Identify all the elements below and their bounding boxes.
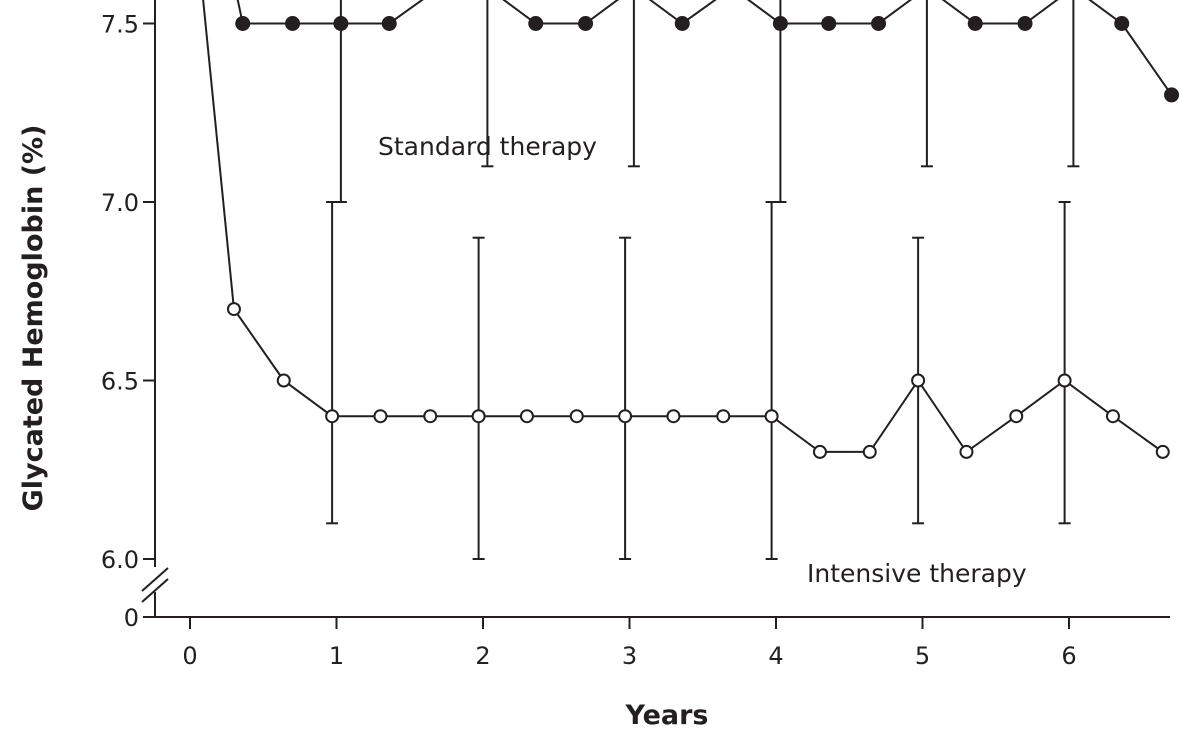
data-point-intensive [911,373,926,388]
data-point-standard [871,16,887,31]
data-point-standard [528,16,544,31]
data-point-standard [967,16,983,31]
series-line-intensive [202,0,1164,454]
x-axis-title: Years [625,700,709,731]
x-tick-label: 6 [1061,642,1076,670]
data-point-intensive [226,302,241,317]
data-point-standard [1164,87,1180,103]
data-point-intensive [959,444,974,459]
series-label-standard: Standard therapy [378,132,597,161]
data-point-intensive [1057,373,1072,388]
data-point-standard [674,16,690,31]
data-point-intensive [325,409,340,424]
y-tick-label: 6.5 [101,368,139,396]
data-point-intensive [666,409,681,424]
data-point-standard [772,16,788,31]
data-point-intensive [1155,444,1170,459]
error-bars [326,0,1080,560]
series-line-standard [236,0,1173,96]
x-tick-label: 3 [622,642,637,670]
data-point-intensive [1009,409,1024,424]
x-tick-label: 5 [915,642,930,670]
data-point-standard [333,16,349,31]
data-point-standard [821,16,837,31]
data-point-standard [1114,16,1130,31]
data-point-intensive [764,409,779,424]
series-label-intensive: Intensive therapy [807,559,1027,588]
data-point-standard [285,16,301,31]
x-tick-label: 2 [475,642,490,670]
y-tick-label: 6.0 [101,546,139,574]
data-point-intensive [471,409,486,424]
y-tick-label: 7.5 [101,11,139,39]
data-point-intensive [618,409,633,424]
x-tick-label: 4 [768,642,783,670]
axis-break-mark [141,567,169,592]
data-point-standard [235,16,251,31]
data-point-standard [381,16,397,31]
data-point-intensive [569,409,584,424]
data-point-intensive [1105,409,1120,424]
data-point-intensive [812,444,827,459]
y-tick-label: 7.0 [101,189,139,217]
data-point-intensive [862,444,877,459]
data-point-intensive [373,409,388,424]
y-tick-label: 0 [124,604,139,632]
data-point-intensive [276,373,291,388]
series-markers [226,16,1180,459]
axis-break-mark [141,578,169,603]
data-point-intensive [519,409,534,424]
y-axis-title: Glycated Hemoglobin (%) [18,125,49,512]
data-point-intensive [716,409,731,424]
axes: 6.06.57.07.58.08.59.000123456 [101,0,1170,670]
x-tick-label: 0 [182,642,197,670]
x-tick-label: 1 [329,642,344,670]
data-point-standard [578,16,594,31]
data-point-intensive [423,409,438,424]
data-point-standard [1017,16,1033,31]
